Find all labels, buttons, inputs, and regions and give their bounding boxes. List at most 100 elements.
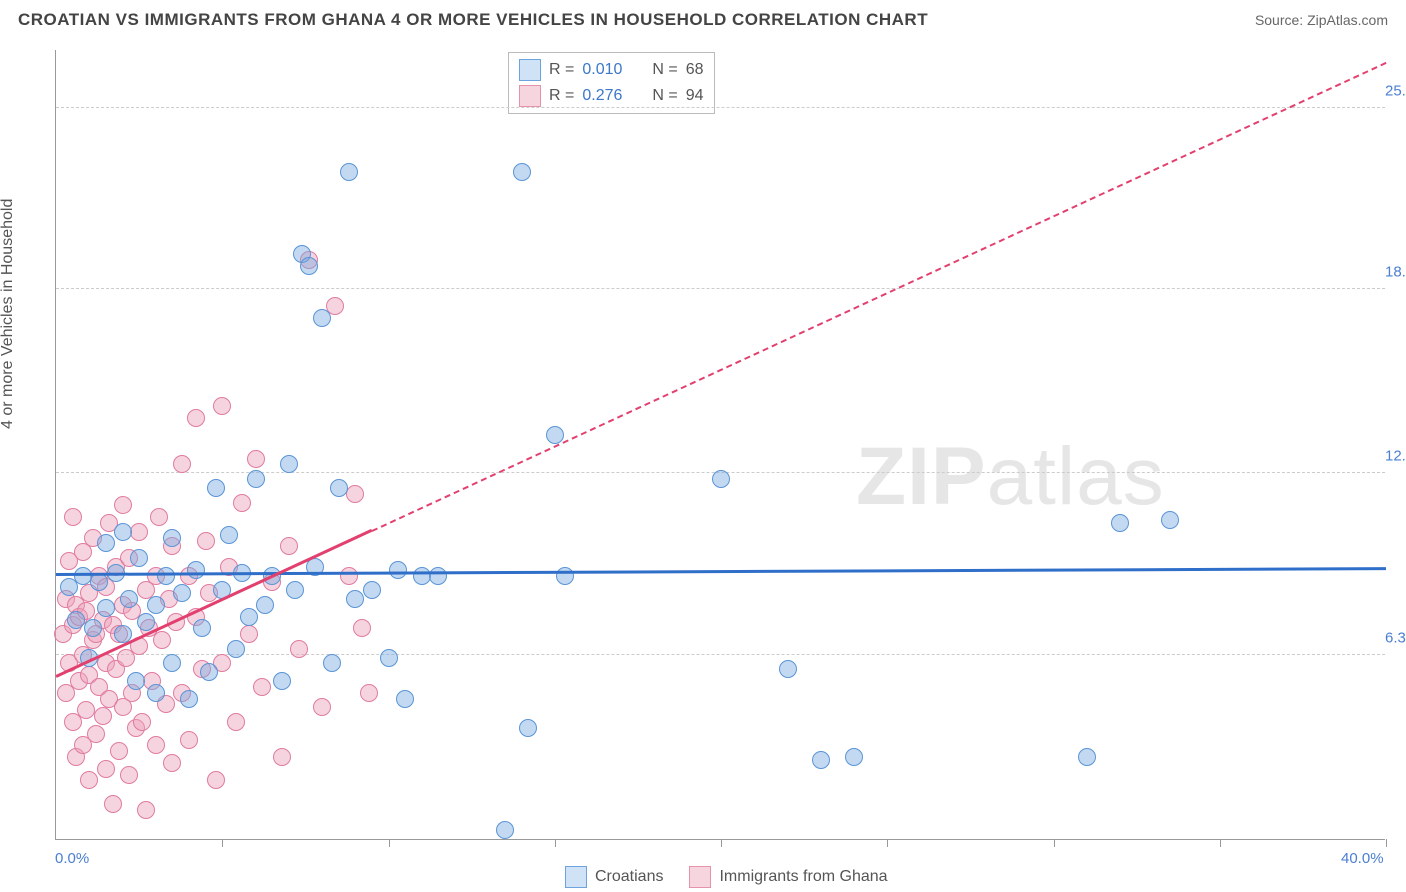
data-point bbox=[163, 654, 181, 672]
y-axis-label: 4 or more Vehicles in Household bbox=[0, 199, 17, 429]
data-point bbox=[290, 640, 308, 658]
data-point bbox=[130, 549, 148, 567]
watermark: ZIPatlas bbox=[856, 430, 1165, 524]
legend-n-label: N = bbox=[652, 87, 677, 105]
data-point bbox=[353, 619, 371, 637]
gridline bbox=[56, 107, 1385, 108]
data-point bbox=[240, 608, 258, 626]
data-point bbox=[496, 821, 514, 839]
data-point bbox=[389, 561, 407, 579]
data-point bbox=[173, 584, 191, 602]
data-point bbox=[1161, 511, 1179, 529]
legend-row: R =0.010N =68 bbox=[519, 57, 704, 83]
data-point bbox=[363, 581, 381, 599]
data-point bbox=[280, 455, 298, 473]
data-point bbox=[187, 409, 205, 427]
data-point bbox=[147, 596, 165, 614]
legend-item: Immigrants from Ghana bbox=[689, 866, 887, 888]
x-tick bbox=[389, 839, 390, 847]
legend-r-label: R = bbox=[549, 61, 574, 79]
legend-correlation: R =0.010N =68R =0.276N =94 bbox=[508, 52, 715, 114]
legend-r-value: 0.010 bbox=[582, 61, 622, 79]
data-point bbox=[97, 760, 115, 778]
data-point bbox=[247, 450, 265, 468]
data-point bbox=[104, 795, 122, 813]
data-point bbox=[313, 698, 331, 716]
legend-swatch bbox=[689, 866, 711, 888]
data-point bbox=[64, 508, 82, 526]
x-tick bbox=[1220, 839, 1221, 847]
gridline bbox=[56, 288, 1385, 289]
data-point bbox=[207, 771, 225, 789]
data-point bbox=[207, 479, 225, 497]
data-point bbox=[313, 309, 331, 327]
data-point bbox=[712, 470, 730, 488]
data-point bbox=[429, 567, 447, 585]
y-tick-label: 25.0% bbox=[1385, 82, 1406, 99]
data-point bbox=[120, 590, 138, 608]
data-point bbox=[180, 690, 198, 708]
data-point bbox=[227, 713, 245, 731]
chart-title: CROATIAN VS IMMIGRANTS FROM GHANA 4 OR M… bbox=[18, 10, 928, 30]
chart-source: Source: ZipAtlas.com bbox=[1255, 12, 1388, 28]
data-point bbox=[256, 596, 274, 614]
x-tick bbox=[555, 839, 556, 847]
x-axis-max-label: 40.0% bbox=[1341, 850, 1384, 867]
trend-line bbox=[371, 62, 1386, 532]
data-point bbox=[513, 163, 531, 181]
x-tick bbox=[222, 839, 223, 847]
data-point bbox=[77, 701, 95, 719]
legend-swatch bbox=[565, 866, 587, 888]
data-point bbox=[340, 567, 358, 585]
data-point bbox=[286, 581, 304, 599]
data-point bbox=[153, 631, 171, 649]
data-point bbox=[519, 719, 537, 737]
data-point bbox=[323, 654, 341, 672]
x-tick bbox=[887, 839, 888, 847]
data-point bbox=[84, 619, 102, 637]
data-point bbox=[253, 678, 271, 696]
data-point bbox=[1111, 514, 1129, 532]
x-axis-min-label: 0.0% bbox=[55, 850, 89, 867]
data-point bbox=[133, 713, 151, 731]
data-point bbox=[193, 619, 211, 637]
data-point bbox=[80, 771, 98, 789]
data-point bbox=[200, 663, 218, 681]
y-tick-label: 12.5% bbox=[1385, 448, 1406, 465]
legend-r-label: R = bbox=[549, 87, 574, 105]
data-point bbox=[150, 508, 168, 526]
data-point bbox=[120, 766, 138, 784]
data-point bbox=[180, 731, 198, 749]
legend-row: R =0.276N =94 bbox=[519, 83, 704, 109]
data-point bbox=[127, 672, 145, 690]
gridline bbox=[56, 654, 1385, 655]
trend-line bbox=[56, 567, 1386, 576]
data-point bbox=[360, 684, 378, 702]
data-point bbox=[97, 599, 115, 617]
legend-r-value: 0.276 bbox=[582, 87, 622, 105]
data-point bbox=[240, 625, 258, 643]
data-point bbox=[137, 613, 155, 631]
plot-area: R =0.010N =68R =0.276N =94 ZIPatlas 6.3%… bbox=[55, 50, 1385, 840]
data-point bbox=[346, 485, 364, 503]
data-point bbox=[330, 479, 348, 497]
data-point bbox=[273, 748, 291, 766]
data-point bbox=[187, 561, 205, 579]
data-point bbox=[213, 397, 231, 415]
data-point bbox=[300, 257, 318, 275]
data-point bbox=[346, 590, 364, 608]
data-point bbox=[94, 707, 112, 725]
data-point bbox=[147, 684, 165, 702]
y-tick-label: 18.8% bbox=[1385, 263, 1406, 280]
data-point bbox=[157, 567, 175, 585]
data-point bbox=[197, 532, 215, 550]
data-point bbox=[247, 470, 265, 488]
legend-label: Immigrants from Ghana bbox=[719, 868, 887, 886]
data-point bbox=[147, 736, 165, 754]
data-point bbox=[779, 660, 797, 678]
x-tick bbox=[1386, 839, 1387, 847]
data-point bbox=[845, 748, 863, 766]
data-point bbox=[110, 742, 128, 760]
x-tick bbox=[721, 839, 722, 847]
data-point bbox=[130, 523, 148, 541]
